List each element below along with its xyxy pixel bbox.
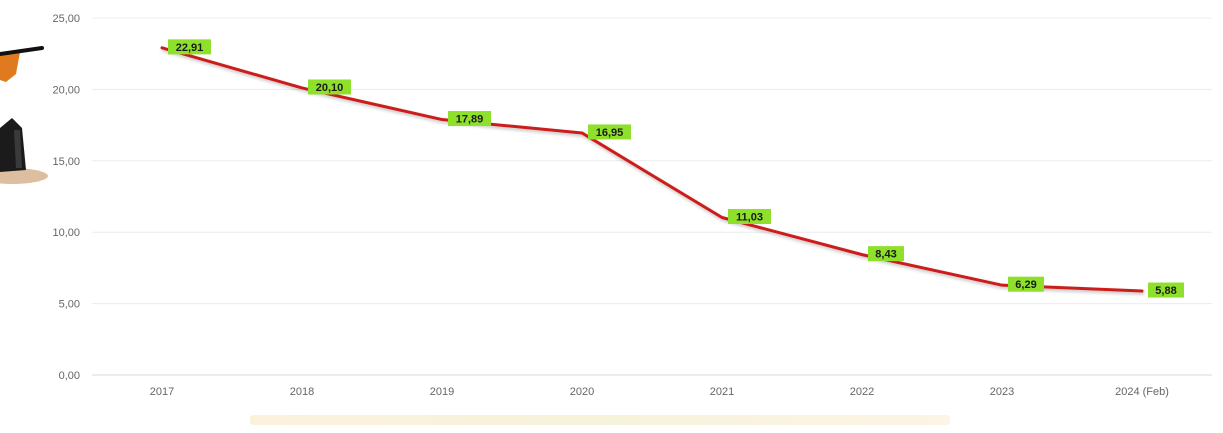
data-label: 17,89 [448,111,491,127]
y-tick-label: 15,00 [52,156,80,168]
data-label: 11,03 [728,208,771,224]
x-tick-label: 2017 [150,386,174,398]
data-label: 22,91 [168,39,211,55]
data-label: 16,95 [588,124,631,140]
data-label-box [448,111,491,127]
y-tick-label: 25,00 [52,13,80,25]
data-label: 20,10 [308,79,351,95]
gridlines [92,17,1212,376]
faded-caption [250,415,950,425]
data-label-box [168,39,211,55]
y-tick-label: 0,00 [59,370,80,382]
y-axis-ticks: 0,00 5,00 10,00 15,00 20,00 25,00 [52,13,80,382]
data-label: 8,43 [868,246,904,262]
data-label-value: 17,89 [456,114,484,126]
data-label-value: 5,88 [1155,285,1176,297]
x-tick-label: 2021 [710,386,734,398]
data-label-value: 22,91 [176,42,204,54]
data-label-box [308,79,351,95]
data-label-value: 20,10 [316,82,344,94]
data-label-box [728,208,771,224]
x-tick-label: 2019 [430,386,454,398]
data-label-value: 6,29 [1015,279,1036,291]
data-labels: 22,91 20,10 17,89 16,95 11,03 8,43 6,29 5,88 [168,39,1184,298]
x-tick-label: 2024 (Feb) [1115,386,1169,398]
data-label-box [1148,282,1184,298]
x-tick-label: 2023 [990,386,1014,398]
data-label: 5,88 [1148,282,1184,298]
decorative-figure [0,46,48,184]
data-label-box [588,124,631,140]
y-tick-label: 5,00 [59,299,80,311]
data-label-value: 16,95 [596,127,624,139]
data-label-box [868,246,904,262]
x-tick-label: 2022 [850,386,874,398]
data-label-value: 11,03 [736,211,763,223]
data-label-box [1008,276,1044,292]
data-label: 6,29 [1008,276,1044,292]
x-tick-label: 2018 [290,386,314,398]
data-label-value: 8,43 [875,249,896,261]
y-tick-label: 20,00 [52,84,80,96]
y-tick-label: 10,00 [52,227,80,239]
x-tick-label: 2020 [570,386,594,398]
x-axis-ticks: 2017 2018 2019 2020 2021 2022 2023 2024 (Feb) [150,386,1169,398]
